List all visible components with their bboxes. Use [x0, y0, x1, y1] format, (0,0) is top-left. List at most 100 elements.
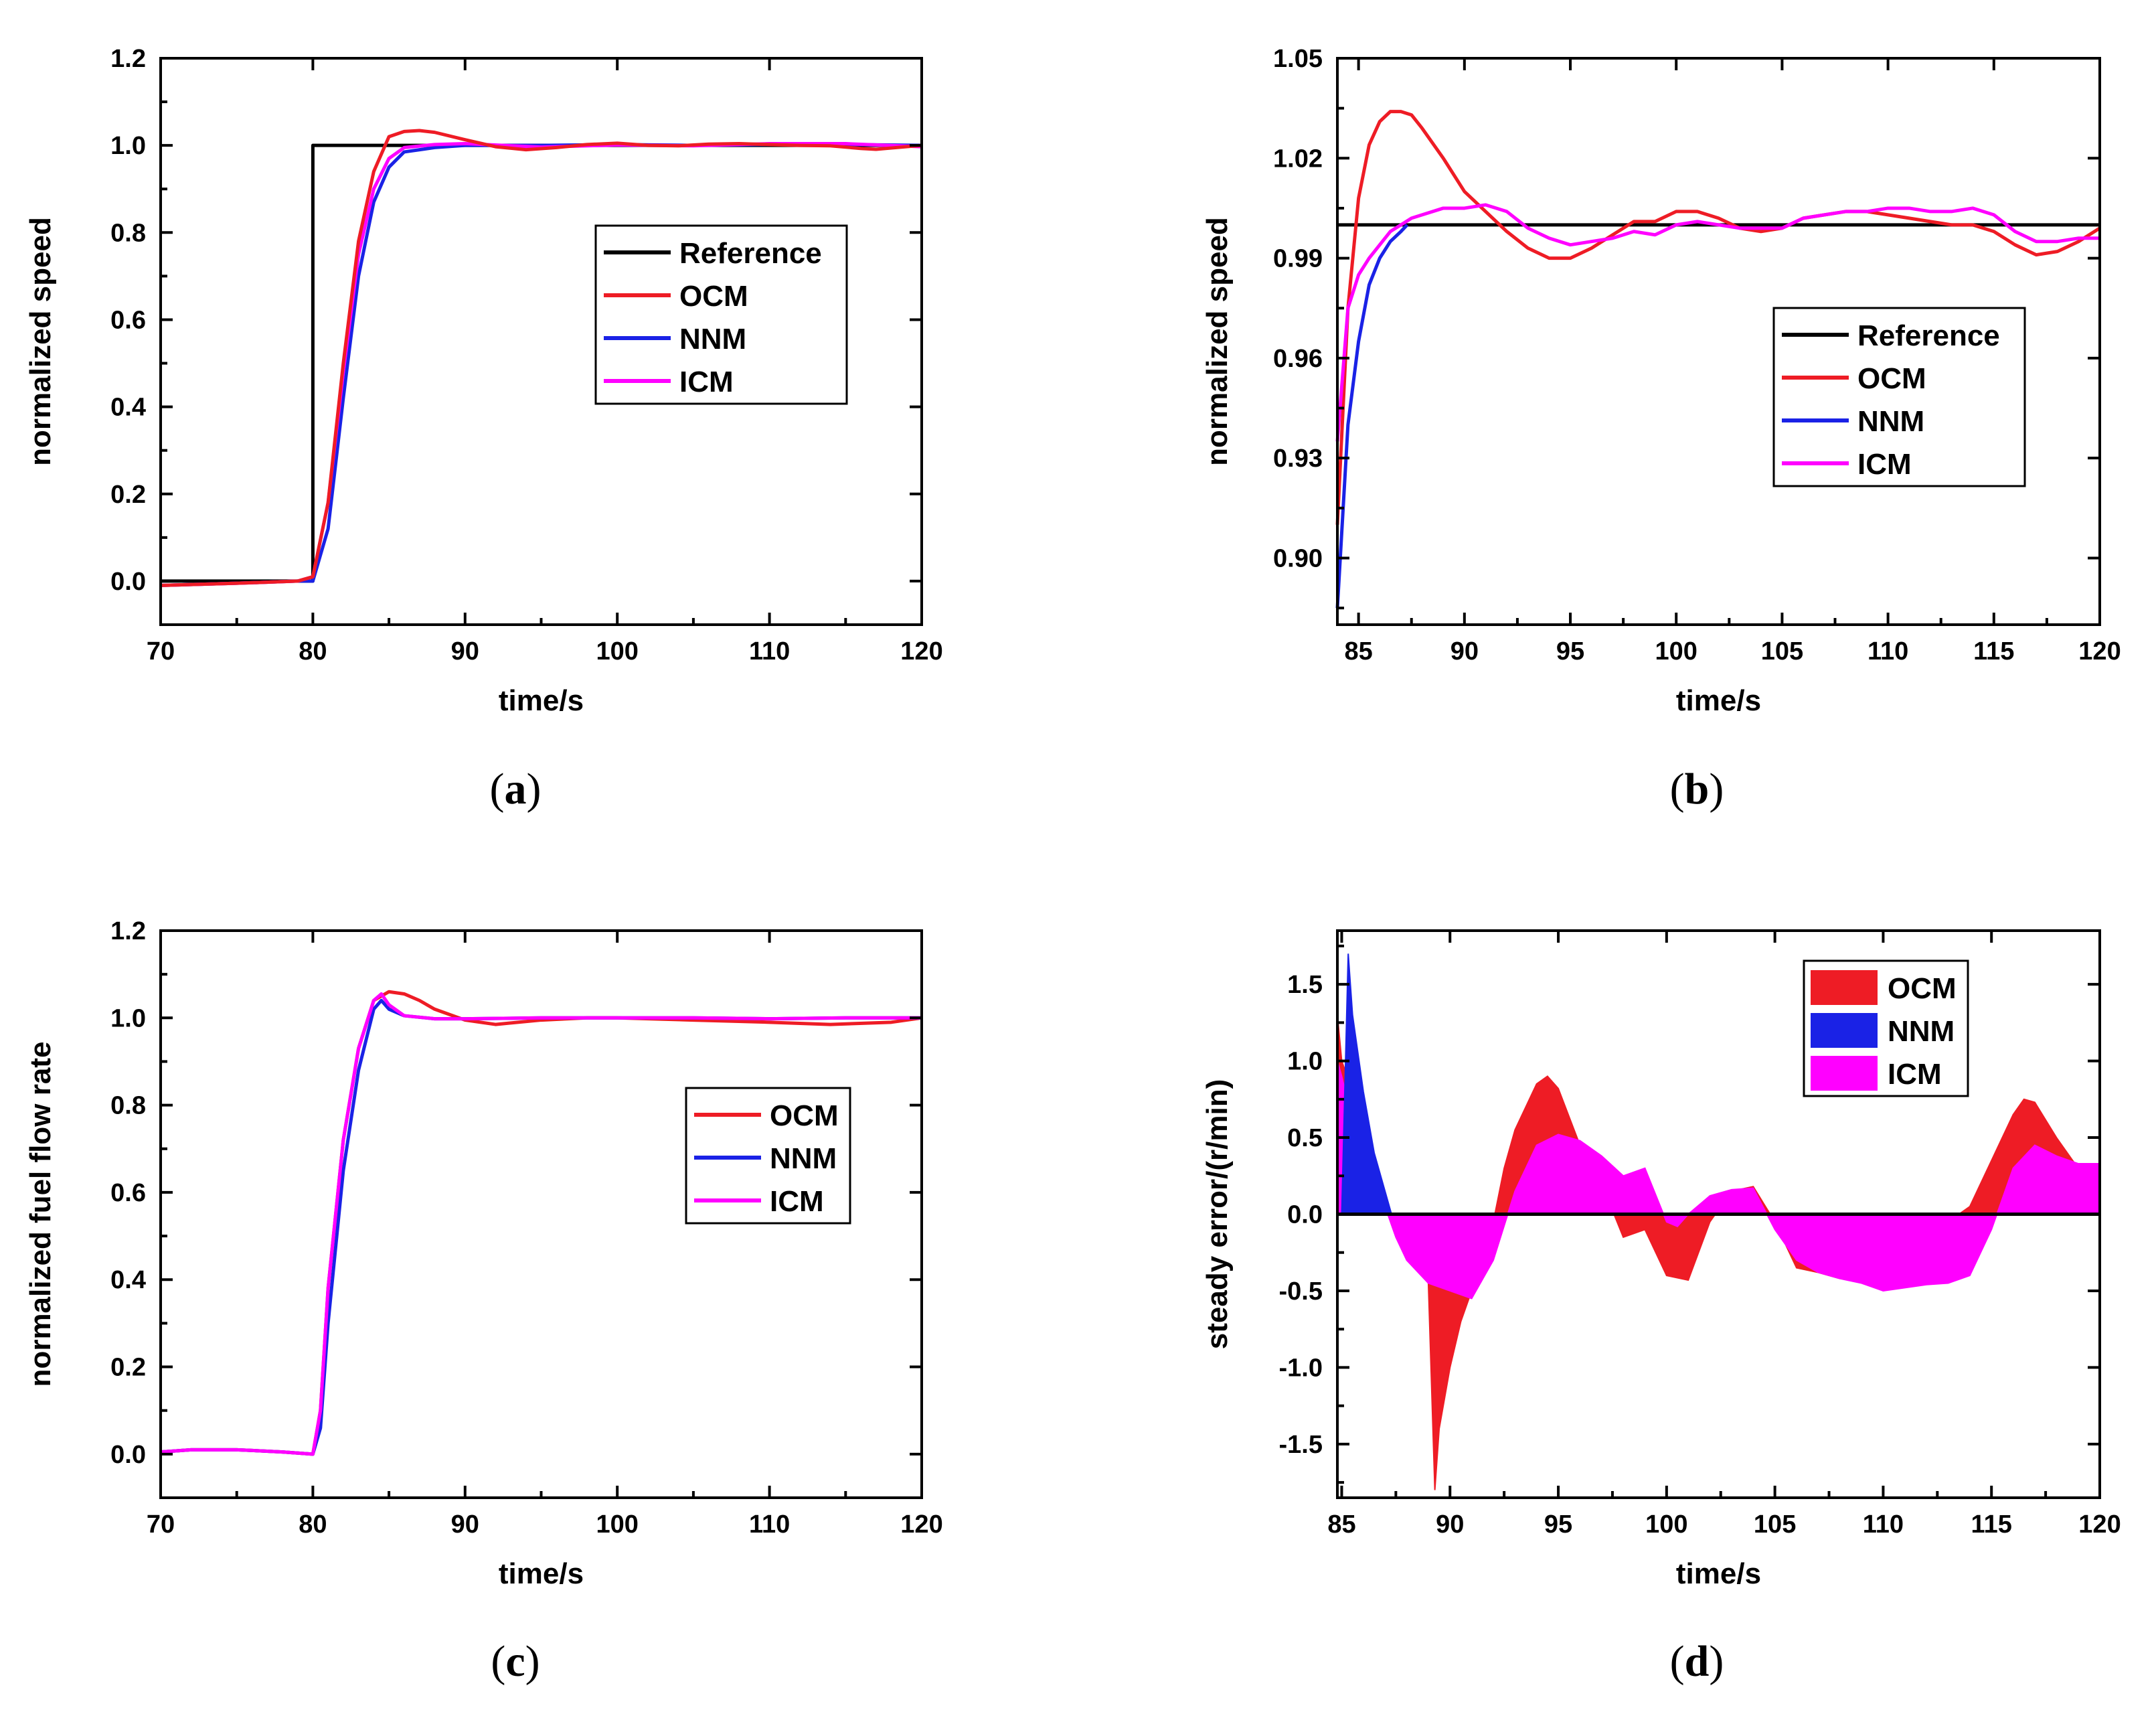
- series-area-nnm: [1341, 953, 1393, 1215]
- legend-label-nnm: NNM: [1857, 405, 1924, 438]
- legend-label-icm: ICM: [679, 366, 734, 398]
- legend-label-nnm: NNM: [679, 323, 746, 356]
- legend-swatch-nnm: [1811, 1013, 1878, 1048]
- y-tick-label: 1.0: [1287, 1048, 1323, 1076]
- y-tick-label: 1.0: [110, 132, 146, 160]
- legend-label-reference: Reference: [1857, 319, 2000, 352]
- legend: Reference OCM NNM ICM: [594, 224, 848, 405]
- legend-label-ocm: OCM: [770, 1099, 839, 1132]
- x-tick-label: 70: [147, 637, 175, 666]
- x-tick-label: 80: [299, 637, 327, 666]
- y-axis-title: steady error/(r/min): [1201, 1079, 1234, 1349]
- legend-label-ocm: OCM: [1857, 362, 1926, 395]
- y-tick-label: 0.4: [110, 394, 146, 422]
- y-tick-label: 0.2: [110, 481, 146, 509]
- x-tick-label: 100: [1655, 637, 1697, 666]
- y-tick-label: 1.02: [1273, 145, 1323, 173]
- series-line-nnm: [160, 998, 922, 1456]
- x-axis-title: time/s: [1676, 1557, 1761, 1590]
- y-tick-label: 0.5: [1287, 1124, 1323, 1152]
- plot-frame: [1336, 57, 2101, 626]
- y-tick-label: 0.99: [1273, 245, 1323, 273]
- x-tick-label: 85: [1344, 637, 1372, 666]
- y-tick-label: 0.6: [110, 306, 146, 334]
- x-tick-label: 110: [1863, 1510, 1904, 1539]
- y-tick-label: -1.5: [1279, 1431, 1323, 1459]
- x-tick-label: 120: [2078, 637, 2121, 666]
- x-tick-label: 100: [1645, 1510, 1687, 1539]
- series-area-icm: [1337, 1061, 2100, 1300]
- y-axis-title: normalized speed: [24, 217, 57, 466]
- panel-caption: (d): [1670, 1637, 1724, 1686]
- y-tick-label: 0.0: [110, 1441, 146, 1469]
- y-tick-label: 1.0: [110, 1004, 146, 1032]
- x-axis-title: time/s: [1676, 684, 1761, 717]
- x-tick-label: 100: [596, 637, 638, 666]
- x-tick-label: 80: [299, 1510, 327, 1539]
- y-tick-label: 0.2: [110, 1354, 146, 1382]
- chart-panel-d: 85 90 95 100 105 110 115 120 -1.5 -1.0 -0.5 0.0 0.5 1…: [1201, 929, 2121, 1686]
- y-tick-label: 1.5: [1287, 971, 1323, 999]
- x-axis-title: time/s: [499, 1557, 584, 1590]
- x-tick-label: 100: [596, 1510, 638, 1539]
- legend-label-nnm: NNM: [770, 1142, 837, 1175]
- panel-caption: (c): [491, 1637, 540, 1686]
- x-tick-label: 115: [1971, 1510, 2012, 1539]
- series-line-icm: [160, 992, 922, 1456]
- legend-label-nnm: NNM: [1888, 1015, 1955, 1048]
- series-area-ocm: [1337, 1014, 2100, 1490]
- legend-label-icm: ICM: [1857, 448, 1912, 481]
- legend: Reference OCM NNM ICM: [1772, 307, 2026, 487]
- x-tick-label: 110: [749, 637, 790, 666]
- x-tick-label: 95: [1544, 1510, 1572, 1539]
- legend-label-ocm: OCM: [679, 280, 748, 313]
- x-axis-title: time/s: [499, 684, 584, 717]
- chart-panel-c: 70 80 90 100 110 120 0.0 0.2 0.4 0.6 0.8 1.0 1.2 time…: [24, 917, 943, 1686]
- x-tick-label: 110: [749, 1510, 790, 1539]
- panel-caption: (b): [1670, 765, 1724, 813]
- x-tick-label: 95: [1556, 637, 1584, 666]
- series-line-ocm: [1335, 110, 2101, 525]
- y-tick-label: 0.90: [1273, 544, 1323, 572]
- y-tick-label: 0.0: [1287, 1201, 1323, 1229]
- x-tick-label: 90: [451, 1510, 479, 1539]
- y-tick-label: 1.05: [1273, 45, 1323, 73]
- legend-label-ocm: OCM: [1888, 972, 1957, 1005]
- y-tick-label: 1.2: [110, 917, 146, 945]
- series-line-nnm: [1335, 224, 1409, 609]
- chart-panel-b: 85 90 95 100 105 110 115 120 0.90 0.93 0.96 0.99 1.0…: [1201, 45, 2121, 813]
- y-tick-label: 0.96: [1273, 345, 1323, 373]
- y-tick-label: -0.5: [1279, 1277, 1323, 1306]
- legend-box: [594, 224, 848, 405]
- x-tick-label: 120: [900, 637, 942, 666]
- y-tick-label: 0.8: [110, 1092, 146, 1120]
- y-tick-label: 0.0: [110, 568, 146, 596]
- y-tick-label: -1.0: [1279, 1354, 1323, 1382]
- legend-label-reference: Reference: [679, 237, 822, 270]
- x-tick-label: 115: [1973, 637, 2014, 666]
- y-tick-label: 1.2: [110, 45, 146, 73]
- x-tick-label: 120: [900, 1510, 942, 1539]
- legend-box: [1772, 307, 2026, 487]
- legend-label-icm: ICM: [770, 1185, 824, 1218]
- series-line-ocm: [160, 129, 922, 587]
- y-tick-label: 0.93: [1273, 445, 1323, 473]
- y-tick-label: 0.4: [110, 1266, 146, 1294]
- x-tick-label: 70: [147, 1510, 175, 1539]
- x-tick-label: 105: [1761, 637, 1803, 666]
- x-tick-label: 85: [1327, 1510, 1355, 1539]
- legend: OCM NNM ICM: [685, 1087, 851, 1225]
- legend: OCM NNM ICM: [1803, 959, 1969, 1097]
- x-tick-label: 105: [1754, 1510, 1796, 1539]
- legend-swatch-ocm: [1811, 970, 1878, 1005]
- x-tick-label: 90: [1436, 1510, 1464, 1539]
- y-axis-title: normalized fuel flow rate: [24, 1042, 57, 1387]
- x-tick-label: 110: [1868, 637, 1908, 666]
- legend-swatch-icm: [1811, 1056, 1878, 1091]
- chart-panel-a: 70 80 90 100 110 120 0.0 0.2 0.4 0.6 0.8 1.0 1.2 time…: [24, 45, 943, 813]
- y-tick-label: 0.6: [110, 1179, 146, 1207]
- x-tick-label: 90: [451, 637, 479, 666]
- x-tick-label: 90: [1450, 637, 1479, 666]
- y-tick-label: 0.8: [110, 219, 146, 247]
